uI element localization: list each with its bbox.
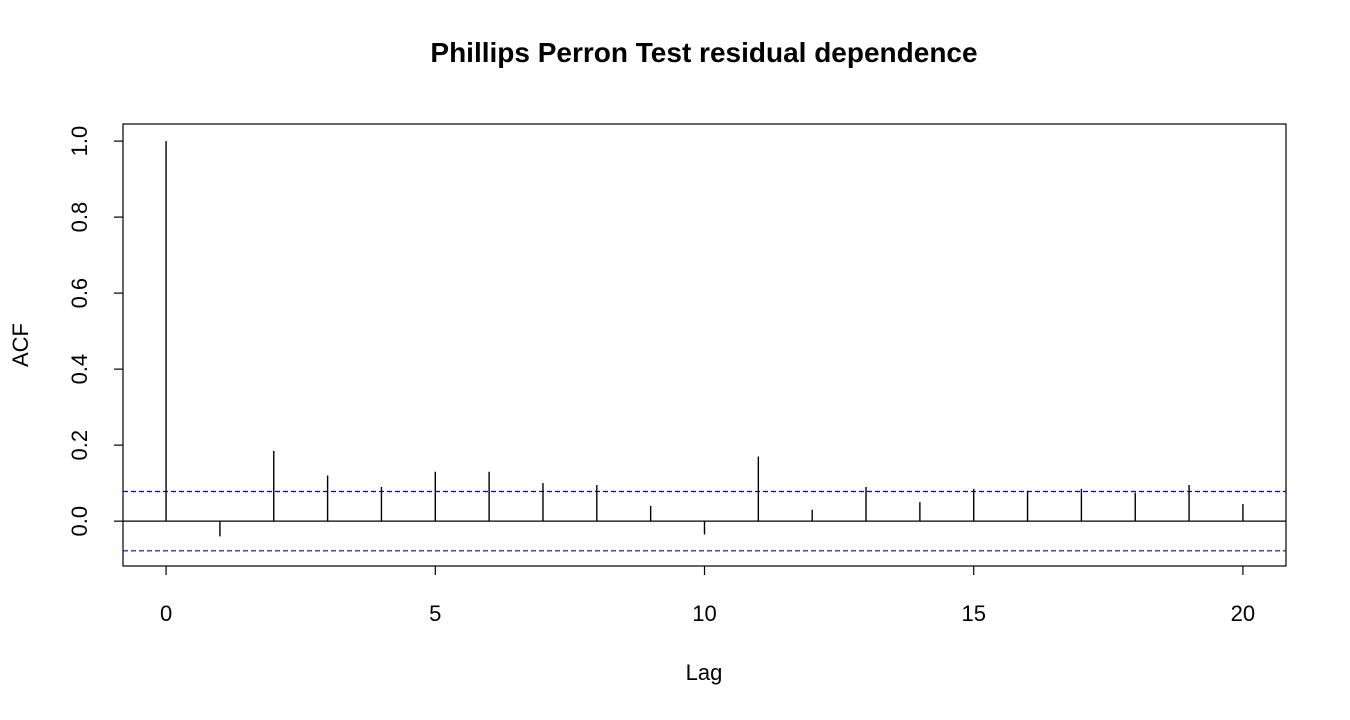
x-tick-label: 0 [160, 601, 172, 626]
y-tick-label: 0.0 [67, 506, 92, 537]
chart-title: Phillips Perron Test residual dependence [430, 37, 977, 68]
plot-frame [122, 123, 1287, 567]
x-axis-label: Lag [686, 660, 723, 685]
y-axis-label: ACF [8, 323, 33, 367]
plot-area: 0 5 10 15 20 0.0 0.2 0.4 0.6 0.8 1.0 [67, 123, 1287, 626]
x-tick-label: 10 [692, 601, 716, 626]
x-tick-label: 5 [429, 601, 441, 626]
y-tick-label: 0.6 [67, 278, 92, 309]
x-tick-label: 15 [961, 601, 985, 626]
x-tick-label: 20 [1231, 601, 1255, 626]
y-tick-label: 0.4 [67, 354, 92, 385]
y-tick-label: 0.2 [67, 430, 92, 461]
y-tick-label: 0.8 [67, 202, 92, 233]
y-tick-label: 1.0 [67, 126, 92, 157]
